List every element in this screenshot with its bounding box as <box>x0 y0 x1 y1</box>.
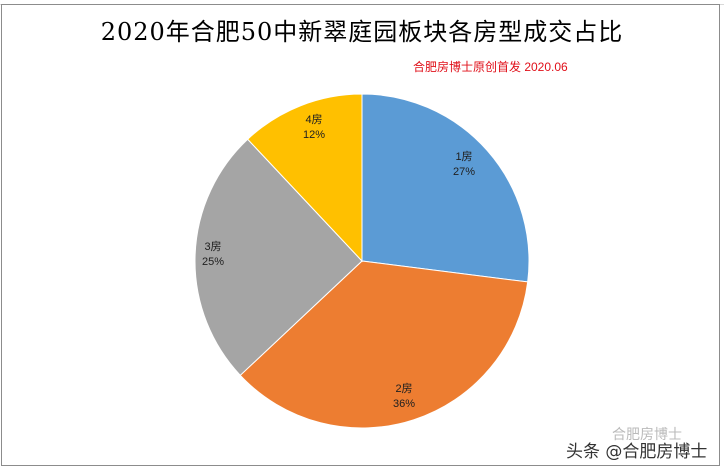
pie-slice-4room[interactable] <box>246 93 363 263</box>
pie-slice-2room[interactable] <box>239 260 529 429</box>
pie-slice-3room[interactable] <box>194 138 363 377</box>
pie-slice-1room[interactable] <box>361 93 530 283</box>
slice-label-1room: 1房 27% <box>434 150 494 180</box>
slice-label-3room: 3房 25% <box>183 240 243 270</box>
slice-label-pct: 12% <box>302 129 326 141</box>
slice-label-pct: 27% <box>452 166 476 178</box>
watermark: 头条 @合肥房博士 <box>566 442 708 462</box>
chart-subtitle: 合肥房博士原创首发 2020.06 <box>413 60 568 74</box>
slice-label-2room: 2房 36% <box>374 382 434 412</box>
slice-label-pct: 25% <box>201 256 225 268</box>
chart-title: 2020年合肥50中新翠庭园板块各房型成交占比 <box>100 18 624 46</box>
watermark-ghost: 合肥房博士 <box>612 427 682 443</box>
slice-label-name: 4房 <box>305 114 323 126</box>
slice-label-pct: 36% <box>392 398 416 410</box>
slice-label-name: 3房 <box>204 241 222 253</box>
slice-label-name: 2房 <box>395 383 413 395</box>
slice-label-name: 1房 <box>455 151 473 163</box>
slice-label-4room: 4房 12% <box>284 113 344 143</box>
